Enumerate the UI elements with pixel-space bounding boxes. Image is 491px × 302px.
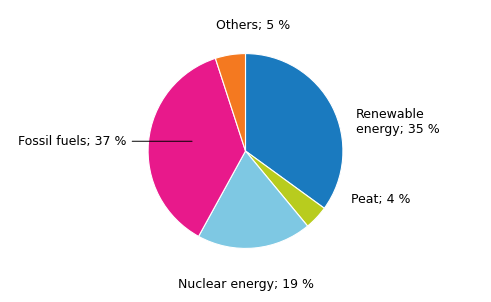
Wedge shape bbox=[246, 53, 343, 208]
Text: Renewable
energy; 35 %: Renewable energy; 35 % bbox=[355, 108, 439, 136]
Wedge shape bbox=[198, 151, 307, 249]
Wedge shape bbox=[216, 53, 246, 151]
Text: Others; 5 %: Others; 5 % bbox=[216, 19, 290, 32]
Text: Fossil fuels; 37 %: Fossil fuels; 37 % bbox=[18, 135, 192, 148]
Wedge shape bbox=[148, 58, 246, 236]
Wedge shape bbox=[246, 151, 325, 226]
Text: Nuclear energy; 19 %: Nuclear energy; 19 % bbox=[178, 278, 313, 291]
Text: Peat; 4 %: Peat; 4 % bbox=[351, 193, 410, 206]
